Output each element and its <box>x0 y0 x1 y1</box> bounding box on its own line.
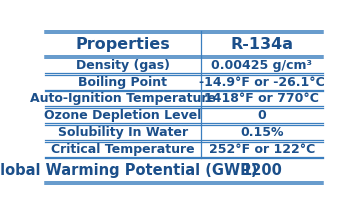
Text: Auto-Ignition Temperature: Auto-Ignition Temperature <box>30 92 216 105</box>
Text: Boiling Point: Boiling Point <box>78 76 167 89</box>
Text: 0: 0 <box>257 109 266 122</box>
Text: -14.9°F or -26.1°C: -14.9°F or -26.1°C <box>199 76 325 89</box>
Text: 1200: 1200 <box>242 163 282 178</box>
Text: 1418°F or 770°C: 1418°F or 770°C <box>205 92 319 105</box>
Text: Global Warming Potential (GWP): Global Warming Potential (GWP) <box>0 163 257 178</box>
Text: Critical Temperature: Critical Temperature <box>51 143 195 156</box>
Text: Properties: Properties <box>75 37 170 52</box>
Text: Solubility In Water: Solubility In Water <box>58 126 188 139</box>
Text: 252°F or 122°C: 252°F or 122°C <box>209 143 315 156</box>
Text: 0.00425 g/cm³: 0.00425 g/cm³ <box>211 59 312 72</box>
Text: Density (gas): Density (gas) <box>76 59 170 72</box>
Text: Ozone Depletion Level: Ozone Depletion Level <box>44 109 201 122</box>
Text: R-134a: R-134a <box>230 37 293 52</box>
Text: 0.15%: 0.15% <box>240 126 284 139</box>
